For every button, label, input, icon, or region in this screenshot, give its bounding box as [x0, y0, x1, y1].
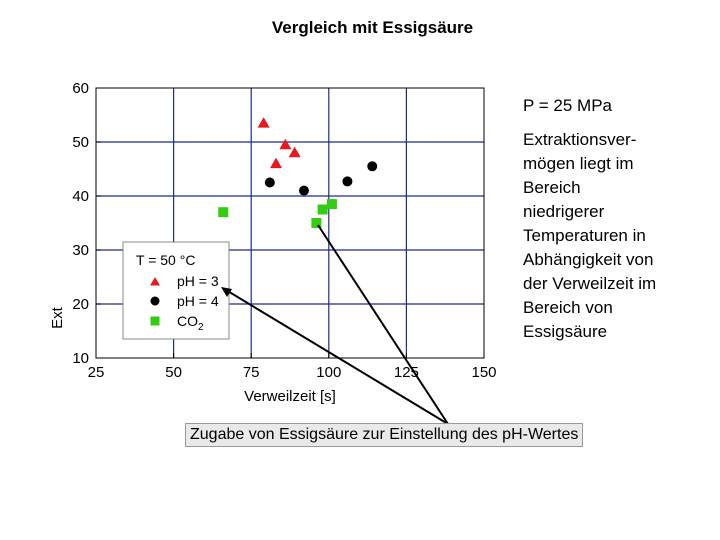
point-circle-ph4 — [342, 176, 353, 187]
legend-title: T = 50 °C — [136, 252, 195, 268]
x-tick-label: 100 — [316, 364, 341, 381]
point-triangle-ph3 — [279, 138, 292, 150]
point-square-co2 — [326, 199, 337, 210]
legend-label-co2-sub: 2 — [198, 322, 204, 333]
callout-arrow-line-2 — [317, 224, 449, 425]
description-text: Extraktionsver- mögen liegt im Bereich n… — [523, 130, 657, 341]
axis-ticks — [95, 87, 485, 359]
legend-label-co2: CO2 — [177, 313, 204, 333]
side-note: P = 25 MPa Extraktionsver- mögen liegt i… — [523, 94, 698, 344]
pressure-text: P = 25 MPa — [523, 96, 612, 115]
legend-box — [122, 241, 230, 340]
plot-frame — [95, 87, 485, 359]
point-circle-ph4 — [298, 185, 309, 196]
point-circle-ph4 — [264, 177, 275, 188]
legend-label-ph3: pH = 3 — [177, 273, 219, 289]
point-square-co2 — [218, 207, 229, 218]
x-tick-label: 50 — [165, 364, 182, 381]
x-tick-label: 25 — [88, 364, 105, 381]
callout-arrows — [221, 224, 449, 425]
callout-arrow-line-1 — [225, 289, 449, 425]
x-axis-label: Verweilzeit [s] — [244, 388, 336, 405]
point-square-co2 — [317, 204, 328, 215]
arrowhead-icon — [221, 287, 232, 297]
point-square-co2 — [311, 218, 322, 228]
y-axis-label: Ext — [49, 306, 66, 329]
point-triangle-ph3 — [288, 146, 301, 158]
point-triangle-ph3 — [257, 117, 270, 128]
legend-triangle-icon — [150, 277, 160, 286]
legend-square-icon — [150, 316, 160, 326]
y-tick-label: 30 — [72, 242, 89, 259]
x-tick-labels: 25 50 75 100 125 150 — [88, 364, 497, 381]
point-triangle-ph3 — [270, 157, 283, 169]
slide-title: Vergleich mit Essigsäure — [271, 18, 474, 37]
legend-circle-icon — [150, 296, 160, 306]
y-tick-label: 50 — [72, 134, 89, 151]
x-tick-label: 150 — [471, 364, 496, 381]
y-tick-label: 10 — [72, 350, 89, 367]
legend: T = 50 °C pH = 3 pH = 4 CO2 — [122, 241, 230, 340]
y-tick-label: 60 — [72, 80, 89, 97]
data-points — [218, 117, 378, 228]
x-tick-label: 75 — [243, 364, 260, 381]
point-circle-ph4 — [367, 161, 378, 172]
legend-label-ph4: pH = 4 — [177, 293, 219, 309]
y-tick-label: 20 — [72, 296, 89, 313]
y-tick-label: 40 — [72, 188, 89, 205]
legend-label-co2-main: CO — [177, 313, 198, 329]
y-tick-labels: 10 20 30 40 50 60 — [72, 80, 89, 367]
callout-box: Zugabe von Essigsäure zur Einstellung de… — [185, 423, 584, 447]
